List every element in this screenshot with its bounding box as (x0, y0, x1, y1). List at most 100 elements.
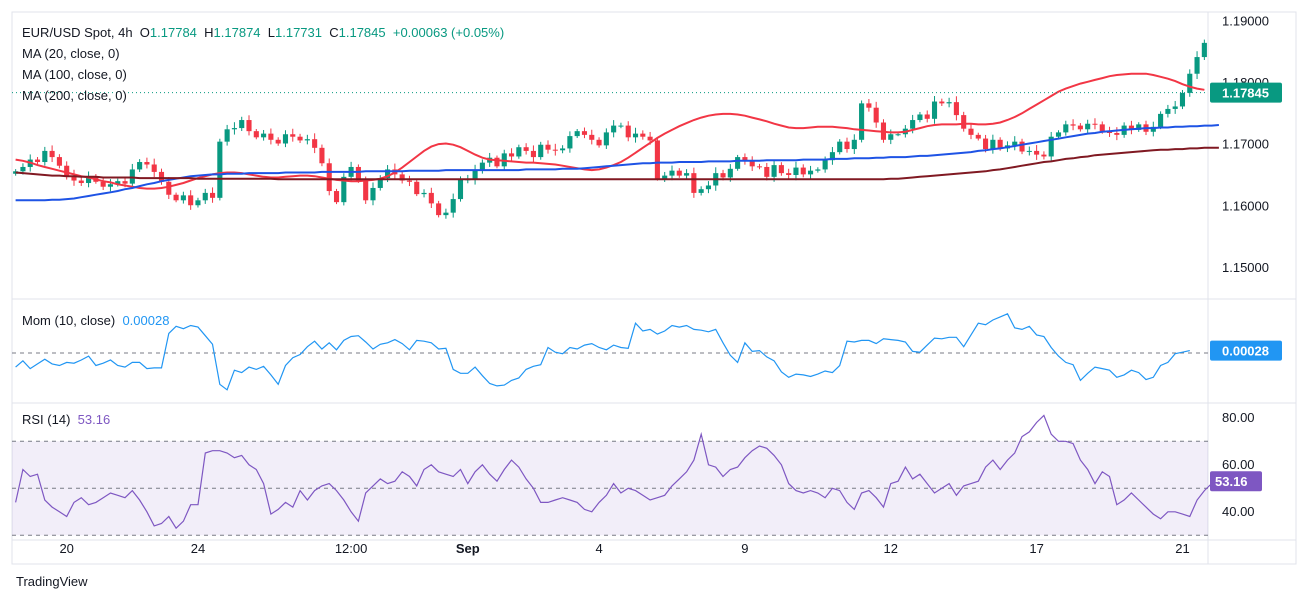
price-tick-label: 1.19000 (1222, 13, 1269, 28)
candle-body (1128, 125, 1134, 130)
candle-body (917, 114, 923, 121)
candle-body (355, 166, 361, 181)
candle-body (34, 159, 41, 163)
candle-body (552, 149, 558, 151)
candle-body (450, 199, 456, 213)
ma20-legend[interactable]: MA (20, close, 0) (22, 46, 120, 61)
candle-body (202, 192, 208, 201)
low-value: 1.17731 (275, 25, 322, 40)
price-tick-label: 1.17000 (1222, 137, 1269, 152)
candle-body (71, 175, 77, 181)
candle-body (1136, 124, 1142, 130)
candle-body (217, 141, 223, 198)
candle-body (414, 181, 420, 195)
candle-body (538, 144, 544, 158)
rsi-line (15, 414, 1220, 530)
candle-body (910, 120, 916, 129)
candle-body (888, 134, 894, 140)
candle-body (20, 166, 26, 172)
ma200-line (15, 146, 1219, 181)
tradingview-logo: TradingView (16, 574, 88, 589)
candle-body (764, 166, 770, 177)
time-tick-label: 24 (191, 541, 205, 556)
rsi-value: 53.16 (77, 412, 111, 427)
candle-body (377, 178, 383, 188)
candle-body (931, 101, 938, 119)
candle-body (1092, 123, 1098, 125)
rsi-tick-label: 60.00 (1222, 457, 1255, 472)
candle-body (807, 170, 814, 175)
momentum-value-label: 0.00028 (1222, 344, 1269, 359)
last-price-tag (1210, 82, 1282, 103)
candle-body (523, 147, 529, 151)
candle-body (253, 131, 259, 138)
candle-body (647, 136, 653, 141)
candle-body (56, 157, 62, 166)
candle-body (793, 167, 799, 175)
candle-body (859, 103, 865, 140)
candle-body (297, 136, 303, 141)
symbol-label: EUR/USD Spot, 4h (22, 25, 133, 40)
candle-body (64, 165, 70, 176)
candle-body (567, 136, 573, 149)
candle-body (137, 162, 143, 170)
chart-frame (11, 11, 1297, 565)
candle-body (983, 138, 989, 150)
open-value: 1.17784 (149, 25, 197, 40)
high-label: H (204, 25, 214, 40)
candle-body (530, 150, 536, 158)
candle-body (603, 132, 609, 146)
candle-body (341, 176, 347, 203)
close-label: C (329, 25, 339, 40)
price-tick-label: 1.15000 (1222, 260, 1269, 275)
candle-body (1034, 150, 1040, 155)
candle-body (428, 192, 434, 204)
ma100-legend[interactable]: MA (100, close, 0) (22, 67, 127, 82)
candle-body (654, 140, 660, 179)
candle-body (742, 157, 748, 162)
candle-body (684, 173, 690, 176)
candle-body (516, 147, 522, 157)
candle-body (188, 195, 194, 206)
candle-body (363, 180, 369, 201)
candle-body (472, 170, 478, 180)
candle-body (829, 152, 835, 161)
candle-body (756, 166, 763, 168)
candle-body (924, 114, 930, 119)
candle-body (560, 148, 566, 151)
candle-body (1055, 132, 1062, 137)
candle-body (195, 200, 201, 206)
candle-body (1085, 123, 1091, 130)
ma20-line (15, 72, 1205, 190)
ma200-legend[interactable]: MA (200, close, 0) (22, 88, 127, 103)
candle-body (385, 169, 391, 179)
rsi-value-tag (1210, 471, 1262, 492)
candle-body (180, 195, 186, 201)
candle-body (939, 101, 945, 104)
candle-body (268, 133, 274, 140)
candle-body (1070, 124, 1076, 126)
time-tick-label: 12 (884, 541, 898, 556)
candle-body (304, 139, 310, 141)
candle-body (86, 176, 92, 184)
candle-body (968, 128, 974, 135)
candle-body (231, 128, 237, 130)
candle-body (436, 203, 442, 216)
candle-body (151, 164, 157, 172)
candle-body (457, 179, 464, 200)
candle-body (107, 184, 114, 187)
candle-body (720, 173, 726, 178)
candle-body (166, 181, 172, 195)
candle-body (1158, 113, 1164, 127)
candle-body (895, 134, 901, 136)
candle-body (1041, 154, 1047, 157)
rsi-band-background (12, 441, 1208, 536)
candle-body (749, 161, 755, 167)
candle-body (173, 194, 179, 201)
momentum-legend[interactable]: Mom (10, close) 0.00028 (22, 313, 169, 328)
rsi-legend[interactable]: RSI (14) 53.16 (22, 412, 110, 427)
time-tick-label: 17 (1029, 541, 1043, 556)
candle-body (611, 125, 617, 133)
candle-body (290, 134, 296, 137)
